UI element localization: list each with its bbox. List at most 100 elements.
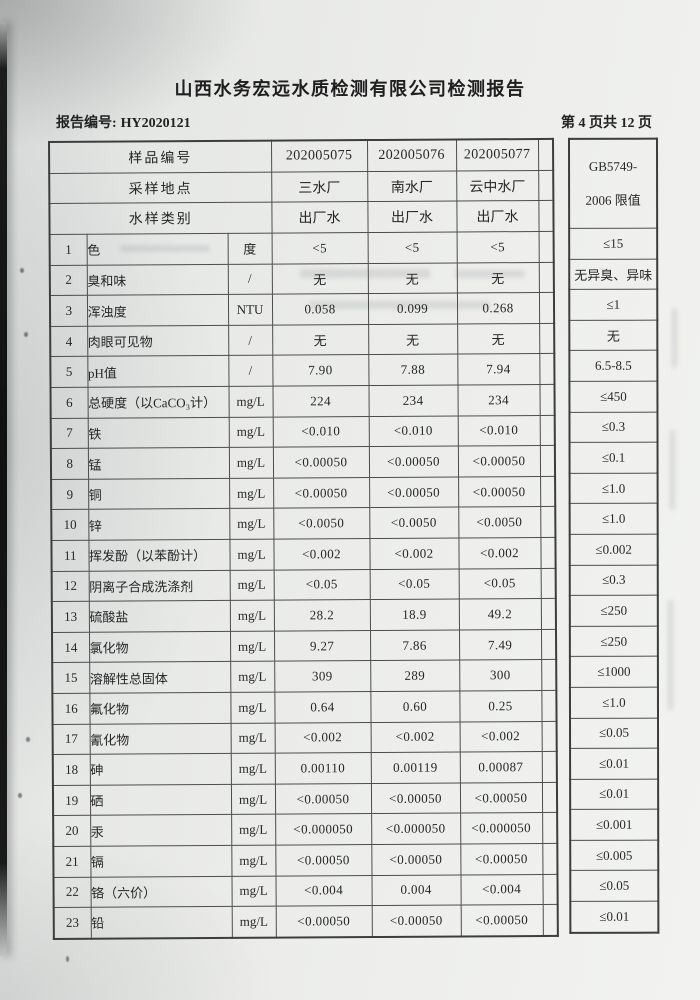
parameter-name: 阴离子合成洗涤剂: [88, 569, 230, 602]
parameter-name: 汞: [90, 814, 232, 847]
parameter-name: 硒: [89, 784, 232, 816]
row-number: 19: [52, 785, 91, 816]
parameter-name: 肉眼可见物: [87, 325, 229, 357]
spacer-cell: [541, 629, 557, 660]
unit: mg/L: [229, 539, 274, 570]
unit: mg/L: [228, 386, 273, 418]
row-number: 6: [50, 387, 88, 419]
unit: mg/L: [228, 447, 274, 479]
spacer-cell: [538, 292, 555, 324]
report-number: 报告编号: HY2020121: [56, 112, 195, 132]
limit-value: ≤1.0: [569, 503, 658, 535]
result-row: 2 臭和味 / 无无无: [49, 262, 554, 296]
scan-smudge: [120, 245, 210, 252]
row-number: 13: [51, 601, 90, 633]
category-2: 出厂水: [367, 201, 457, 233]
sample2-value: <0.002: [369, 538, 459, 570]
row-number: 11: [51, 540, 89, 572]
spacer-cell: [541, 751, 557, 783]
spacer-cell: [542, 904, 558, 936]
location-1: 三水厂: [271, 171, 368, 203]
sample1-value: <0.00050: [275, 844, 372, 876]
limit-header-line1: GB5749-: [588, 158, 638, 174]
sample1-value: <5: [271, 232, 368, 264]
parameter-name: 砷: [89, 753, 231, 786]
unit: mg/L: [231, 906, 276, 938]
sample1-value: 0.64: [274, 691, 371, 723]
sample1-value: <0.00050: [275, 905, 372, 938]
header-row-category: 水样类别 出厂水 出厂水 出厂水: [49, 200, 554, 235]
sample2-value: 289: [370, 660, 460, 692]
unit: mg/L: [230, 783, 276, 815]
unit: 度: [227, 233, 272, 265]
limit-value: 无异臭、异味: [569, 258, 658, 290]
sample3-value: <0.0050: [458, 506, 541, 539]
unit: mg/L: [230, 722, 275, 754]
limit-value: ≤1: [569, 289, 658, 321]
limit-value: ≤1.0: [569, 472, 658, 504]
row-number: 23: [53, 907, 91, 939]
unit: mg/L: [229, 569, 274, 601]
limit-row: ≤0.3: [569, 564, 658, 596]
result-row: 21 镉 mg/L <0.00050 <0.00050 <0.00050: [53, 843, 558, 878]
unit: mg/L: [229, 508, 274, 540]
scan-smudge: [668, 600, 673, 710]
sample3-value: 49.2: [458, 598, 542, 630]
spacer-cell: [541, 659, 557, 691]
limit-row: ≤0.05: [570, 717, 659, 749]
spacer-cell: [538, 200, 554, 232]
parameter-name: 浑浊度: [86, 294, 229, 327]
limit-row: ≤0.002: [569, 534, 658, 565]
row-number: 17: [52, 723, 90, 755]
category-1: 出厂水: [271, 201, 368, 234]
limit-row: ≤0.005: [570, 840, 659, 871]
parameter-name: 镉: [90, 845, 232, 877]
limit-row: ≤0.1: [569, 442, 658, 474]
spacer-cell: [538, 138, 554, 171]
parameter-name: 挥发酚（以苯酚计）: [88, 539, 230, 571]
header-row-sample-no: 样品编号 202005075 202005076 202005077: [49, 138, 554, 174]
tables-container: 样品编号 202005075 202005076 202005077 采样地点 …: [48, 137, 663, 940]
parameter-name: 锌: [88, 508, 230, 541]
limit-value: ≤250: [569, 625, 658, 657]
category-3: 出厂水: [456, 200, 539, 233]
sample-no-label: 样品编号: [49, 140, 272, 174]
row-number: 16: [52, 693, 90, 725]
unit: mg/L: [231, 845, 276, 876]
unit: mg/L: [229, 630, 275, 662]
row-number: 10: [51, 509, 89, 541]
limit-value: ≤0.05: [570, 870, 659, 902]
spacer-cell: [539, 445, 556, 477]
sample3-value: <5: [456, 231, 539, 263]
sample3-value: 7.94: [457, 353, 540, 386]
limit-value: ≤0.01: [570, 748, 659, 780]
spacer-cell: [539, 323, 555, 354]
unit: mg/L: [231, 814, 276, 846]
row-number: 9: [51, 479, 89, 510]
sample3-value: <0.010: [457, 415, 540, 447]
scan-speck: [20, 268, 24, 273]
result-row: 8 锰 mg/L <0.00050 <0.00050 <0.00050: [50, 445, 556, 480]
report-meta-row: 报告编号: HY2020121 第 4 页共 12 页: [56, 112, 652, 132]
limit-row: ≤1.0: [569, 472, 658, 504]
spacer-cell: [538, 170, 554, 201]
scan-speck: [66, 956, 69, 962]
sample2-value: 无: [367, 262, 457, 294]
unit: /: [227, 263, 272, 295]
sample3-value: 无: [457, 323, 540, 355]
page-title: 山西水务宏远水质检测有限公司检测报告: [174, 79, 526, 99]
result-row: 14 氯化物 mg/L 9.27 7.86 7.49: [52, 629, 557, 663]
result-row: 16 氟化物 mg/L 0.64 0.60 0.25: [52, 690, 557, 725]
limit-value: ≤1000: [569, 656, 658, 688]
row-number: 4: [50, 326, 88, 357]
report-number-value: HY2020121: [120, 116, 191, 131]
spacer-cell: [539, 384, 555, 416]
sample2-value: 234: [368, 385, 458, 417]
limit-row: ≤250: [569, 595, 658, 627]
unit: mg/L: [230, 661, 275, 693]
sample2-value: 无: [368, 323, 458, 355]
sample2-value: 0.00119: [370, 752, 460, 784]
limit-row: ≤0.001: [570, 809, 659, 841]
limit-row: ≤1: [569, 289, 658, 321]
sample1-value: <0.002: [274, 722, 371, 754]
